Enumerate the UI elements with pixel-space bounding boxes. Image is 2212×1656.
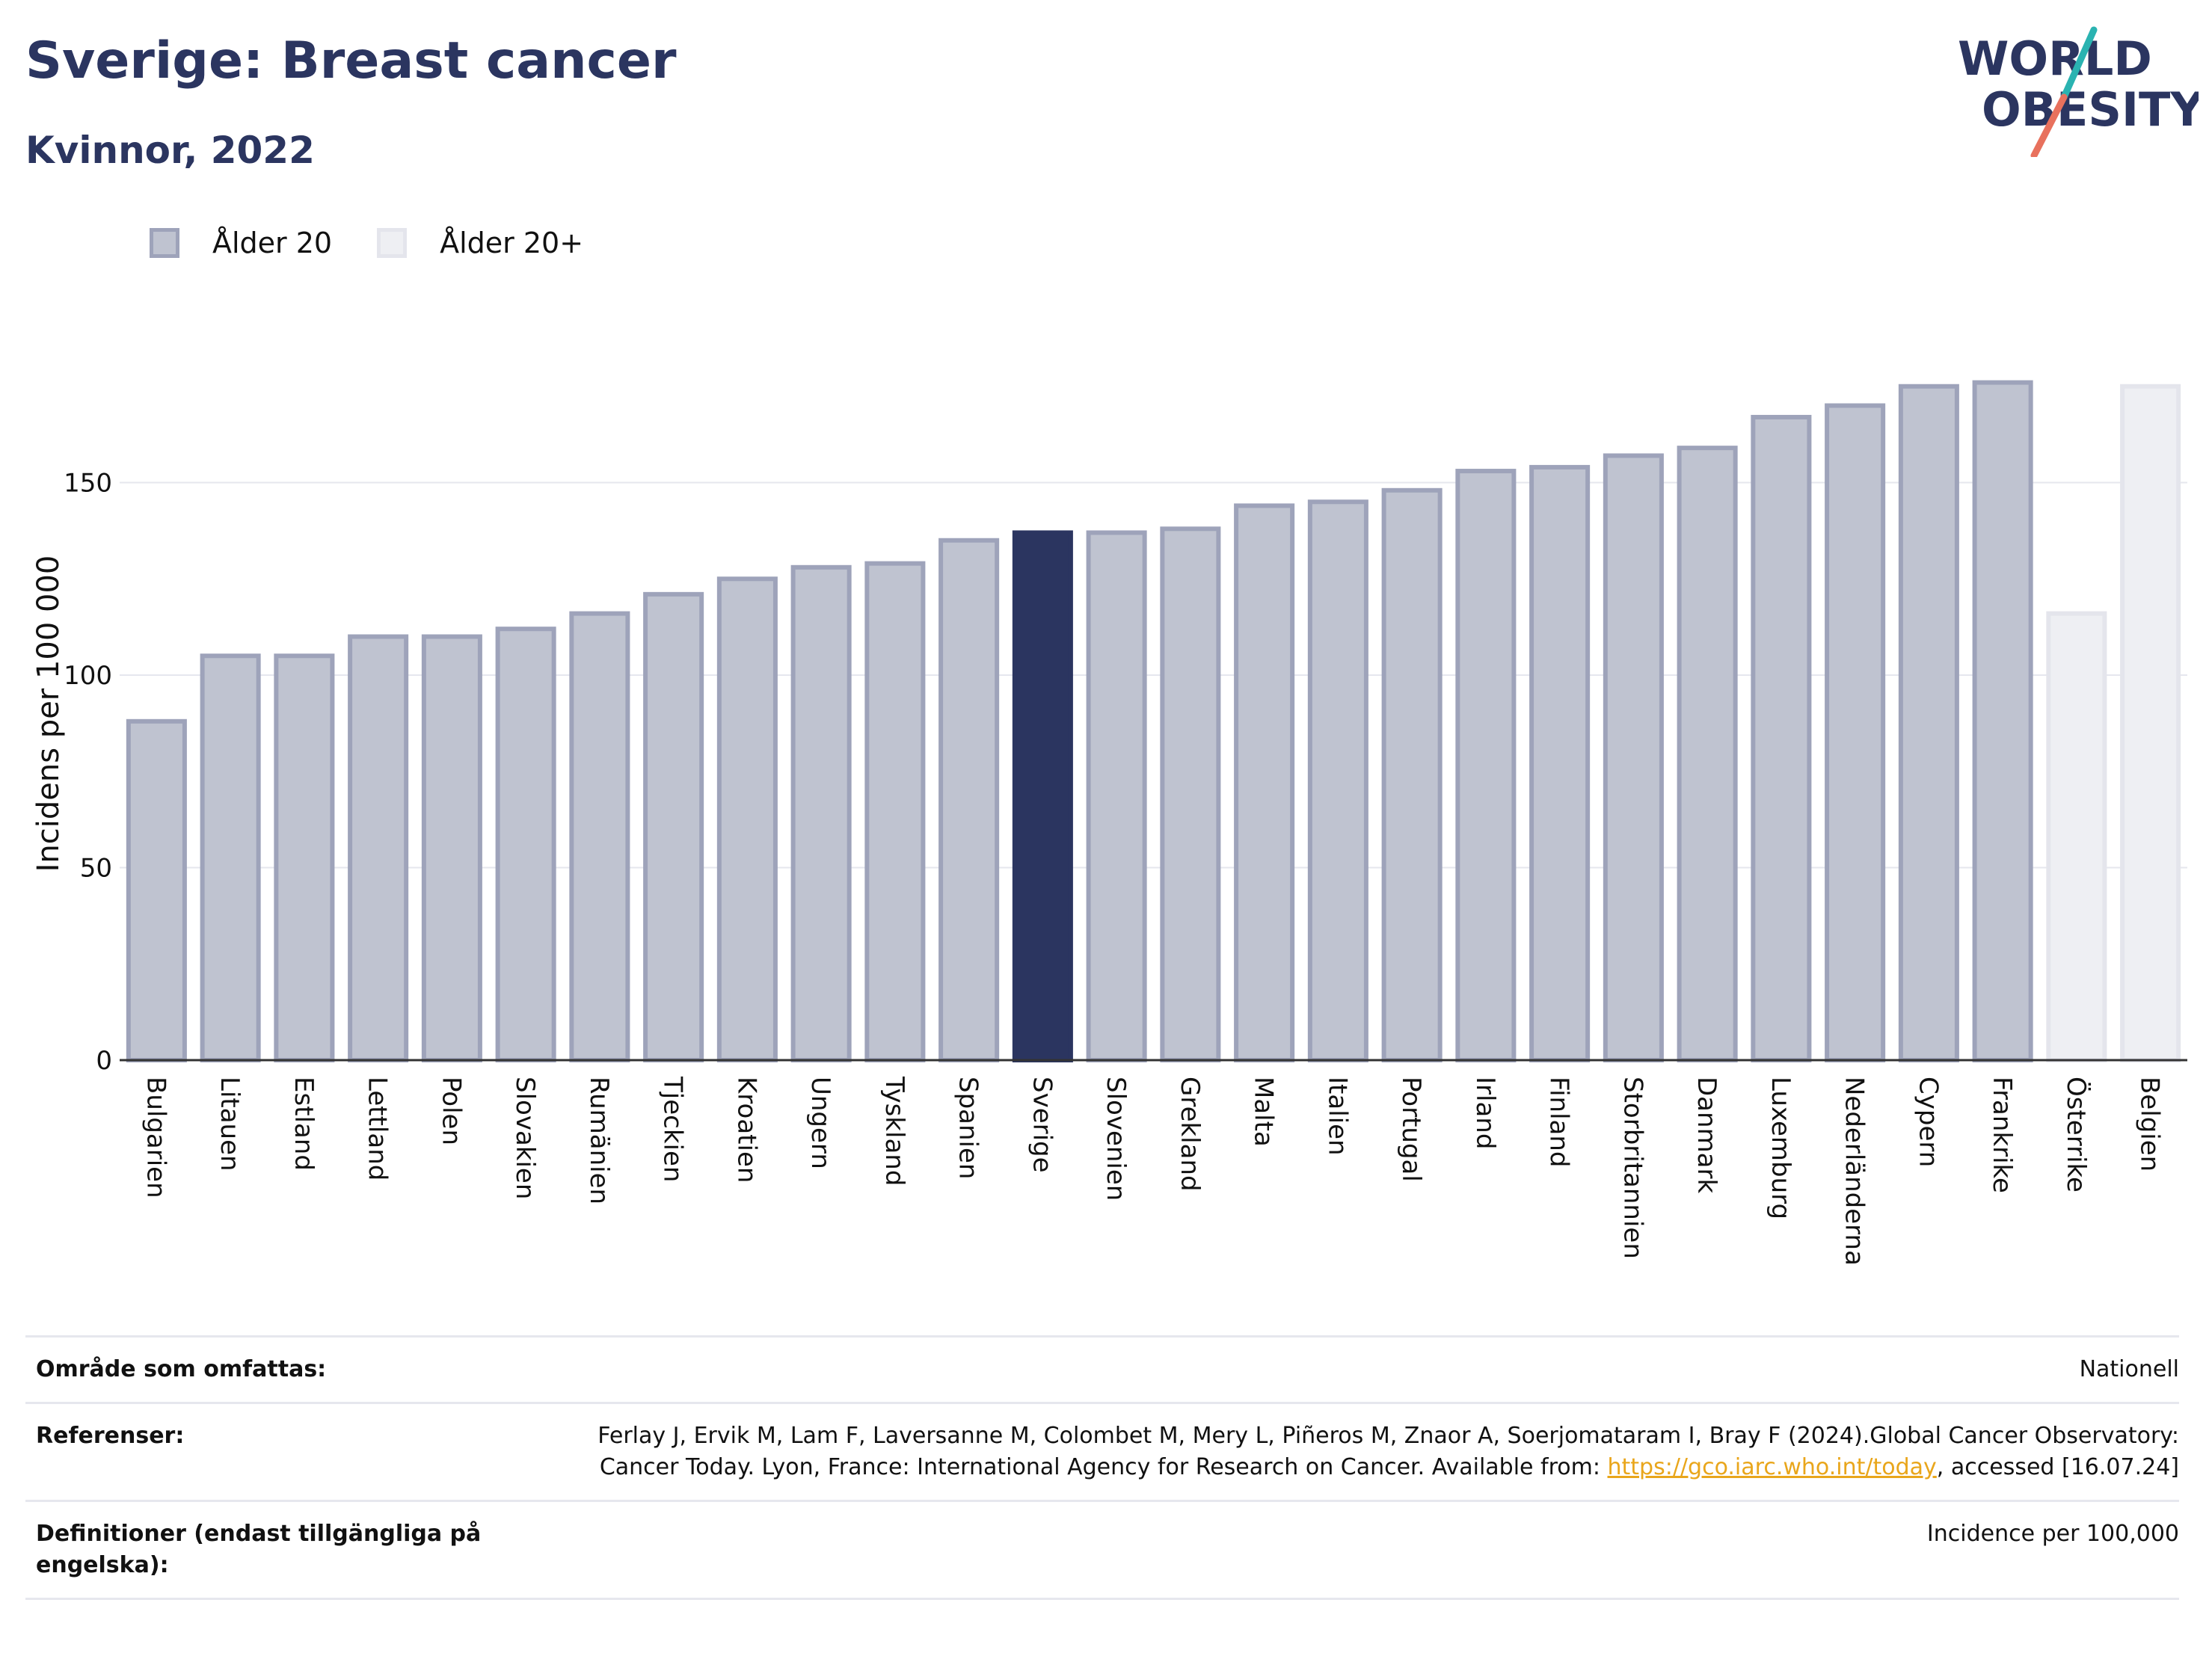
info-row-references: Referenser: Ferlay J, Ervik M, Lam F, La… (25, 1402, 2179, 1500)
reference-accessed: , accessed [16.07.24] (1936, 1454, 2179, 1480)
bar-bulgarien (126, 718, 187, 1062)
bar-danmark (1677, 446, 1738, 1062)
x-tick-label: Italien (1322, 1077, 1352, 1156)
bar-lettland (348, 634, 409, 1062)
bar-irland (1455, 469, 1517, 1063)
bar-chart: 0 50 100 150 Bulgarien Litauen Estland Lettlan… (31, 380, 2187, 1266)
chart-title: Sverige: Breast cancer (25, 31, 677, 90)
info-table: Område som omfattas: Nationell Referense… (25, 1335, 2179, 1600)
info-value-coverage: Nationell (2079, 1356, 2179, 1382)
bar-frankrike (1972, 380, 2033, 1063)
info-row-coverage: Område som omfattas: Nationell (25, 1335, 2179, 1402)
reference-link[interactable]: https://gco.iarc.who.int/today (1607, 1454, 1937, 1480)
x-tick-label: Tyskland (879, 1076, 909, 1186)
reference-text: Ferlay J, Ervik M, Lam F, Laversanne M, … (597, 1423, 2179, 1480)
bar-slovakien (495, 627, 556, 1062)
x-tick-label: Rumänien (584, 1077, 614, 1204)
bar-slovenien (1086, 530, 1147, 1062)
y-axis-title: Incidens per 100 000 (31, 555, 66, 872)
x-tick-label: Malta (1249, 1077, 1279, 1147)
x-tick-label: Luxemburg (1766, 1077, 1795, 1219)
y-tick-label: 0 (96, 1046, 112, 1076)
bar-malta (1234, 503, 1295, 1062)
y-tick-label: 100 (64, 661, 112, 691)
bar-österrike (2046, 611, 2107, 1063)
y-axis-ticks: 0 50 100 150 (64, 469, 112, 1077)
x-tick-label: Slovakien (510, 1077, 540, 1199)
x-tick-label: Polen (436, 1077, 466, 1145)
bar-rumänien (569, 611, 630, 1063)
info-row-definitions: Definitioner (endast tillgängliga på eng… (25, 1500, 2179, 1600)
x-tick-label: Spanien (953, 1077, 983, 1179)
x-tick-label: Estland (289, 1077, 319, 1171)
bar-kroatien (716, 576, 778, 1062)
legend-swatch-alder-20 (150, 228, 179, 258)
x-tick-label: Danmark (1692, 1077, 1721, 1193)
bar-luxemburg (1751, 414, 1812, 1062)
x-tick-label: Lettland (363, 1077, 393, 1181)
x-tick-label: Bulgarien (141, 1077, 170, 1198)
bar-sverige (1012, 530, 1073, 1062)
x-tick-label: Irland (1470, 1077, 1500, 1149)
logo-slash-coral (2030, 93, 2068, 157)
bar-nederländerna (1825, 403, 1886, 1062)
chart-legend: Ålder 20 Ålder 20+ (150, 224, 628, 262)
x-tick-label: Tjeckien (658, 1076, 688, 1182)
info-value-references: Ferlay J, Ervik M, Lam F, Laversanne M, … (571, 1420, 2179, 1483)
info-label-definitions: Definitioner (endast tillgängliga på eng… (36, 1521, 482, 1578)
world-obesity-logo: WORLD OBESITY (1958, 26, 2199, 157)
chart-subtitle: Kvinnor, 2022 (25, 129, 315, 172)
logo-text-world: WORLD (1958, 31, 2152, 86)
x-tick-label: Kroatien (731, 1077, 761, 1183)
x-tick-label: Sverige (1027, 1077, 1057, 1173)
x-tick-label: Finland (1544, 1077, 1574, 1168)
y-tick-label: 50 (80, 854, 112, 884)
info-label-references: Referenser: (36, 1423, 185, 1449)
bar-finland (1529, 464, 1591, 1062)
x-tick-label: Cypern (1913, 1077, 1943, 1167)
bars (120, 380, 2187, 1063)
bar-portugal (1381, 487, 1443, 1062)
y-tick-label: 150 (64, 469, 112, 499)
bar-polen (421, 634, 482, 1062)
bar-tyskland (864, 561, 926, 1062)
x-tick-label: Grekland (1175, 1077, 1205, 1192)
bar-tjeckien (643, 591, 704, 1063)
x-tick-label: Belgien (2135, 1077, 2165, 1172)
bar-grekland (1160, 526, 1221, 1062)
legend-label-alder-20-plus: Ålder 20+ (440, 227, 584, 259)
legend-item-alder-20-plus[interactable]: Ålder 20+ (377, 227, 583, 259)
bar-belgien (2120, 384, 2181, 1062)
bar-ungern (790, 564, 852, 1062)
x-axis-labels: Bulgarien Litauen Estland Lettland Polen Slov… (141, 1076, 2164, 1266)
bar-spanien (938, 538, 1000, 1062)
x-tick-label: Ungern (805, 1077, 835, 1169)
x-tick-label: Frankrike (1987, 1077, 2017, 1193)
x-tick-label: Nederländerna (1840, 1077, 1870, 1266)
logo-text-obesity: OBESITY (1982, 82, 2199, 137)
info-value-definitions: Incidence per 100,000 (1926, 1521, 2179, 1547)
x-tick-label: Slovenien (1101, 1077, 1131, 1201)
bar-storbritannien (1603, 453, 1664, 1062)
x-tick-label: Österrike (2061, 1077, 2092, 1192)
bar-estland (274, 653, 335, 1062)
legend-swatch-alder-20-plus (377, 228, 408, 258)
x-tick-label: Storbritannien (1617, 1077, 1647, 1259)
logo-slash-teal (2060, 26, 2098, 101)
bar-litauen (200, 653, 261, 1062)
legend-label-alder-20: Ålder 20 (212, 227, 333, 259)
legend-item-alder-20[interactable]: Ålder 20 (150, 227, 332, 259)
x-tick-label: Litauen (215, 1077, 245, 1172)
bar-cypern (1898, 384, 1959, 1062)
x-tick-label: Portugal (1396, 1077, 1426, 1182)
info-label-coverage: Område som omfattas: (36, 1356, 327, 1382)
bar-italien (1307, 499, 1368, 1062)
